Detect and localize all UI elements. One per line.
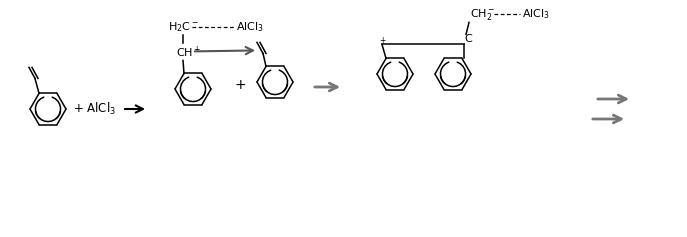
Text: AlCl$_3$: AlCl$_3$ — [236, 21, 264, 34]
Text: AlCl$_3$: AlCl$_3$ — [522, 8, 550, 21]
Text: CH$^+$: CH$^+$ — [176, 45, 201, 60]
Text: $+$: $+$ — [234, 78, 246, 92]
Text: C: C — [464, 34, 472, 44]
Text: $^+$: $^+$ — [379, 36, 387, 46]
Text: H$_2$C$^-$: H$_2$C$^-$ — [168, 21, 199, 34]
Text: $+$ AlCl$_3$: $+$ AlCl$_3$ — [74, 101, 117, 117]
Text: CH$_2^-$: CH$_2^-$ — [470, 7, 495, 22]
